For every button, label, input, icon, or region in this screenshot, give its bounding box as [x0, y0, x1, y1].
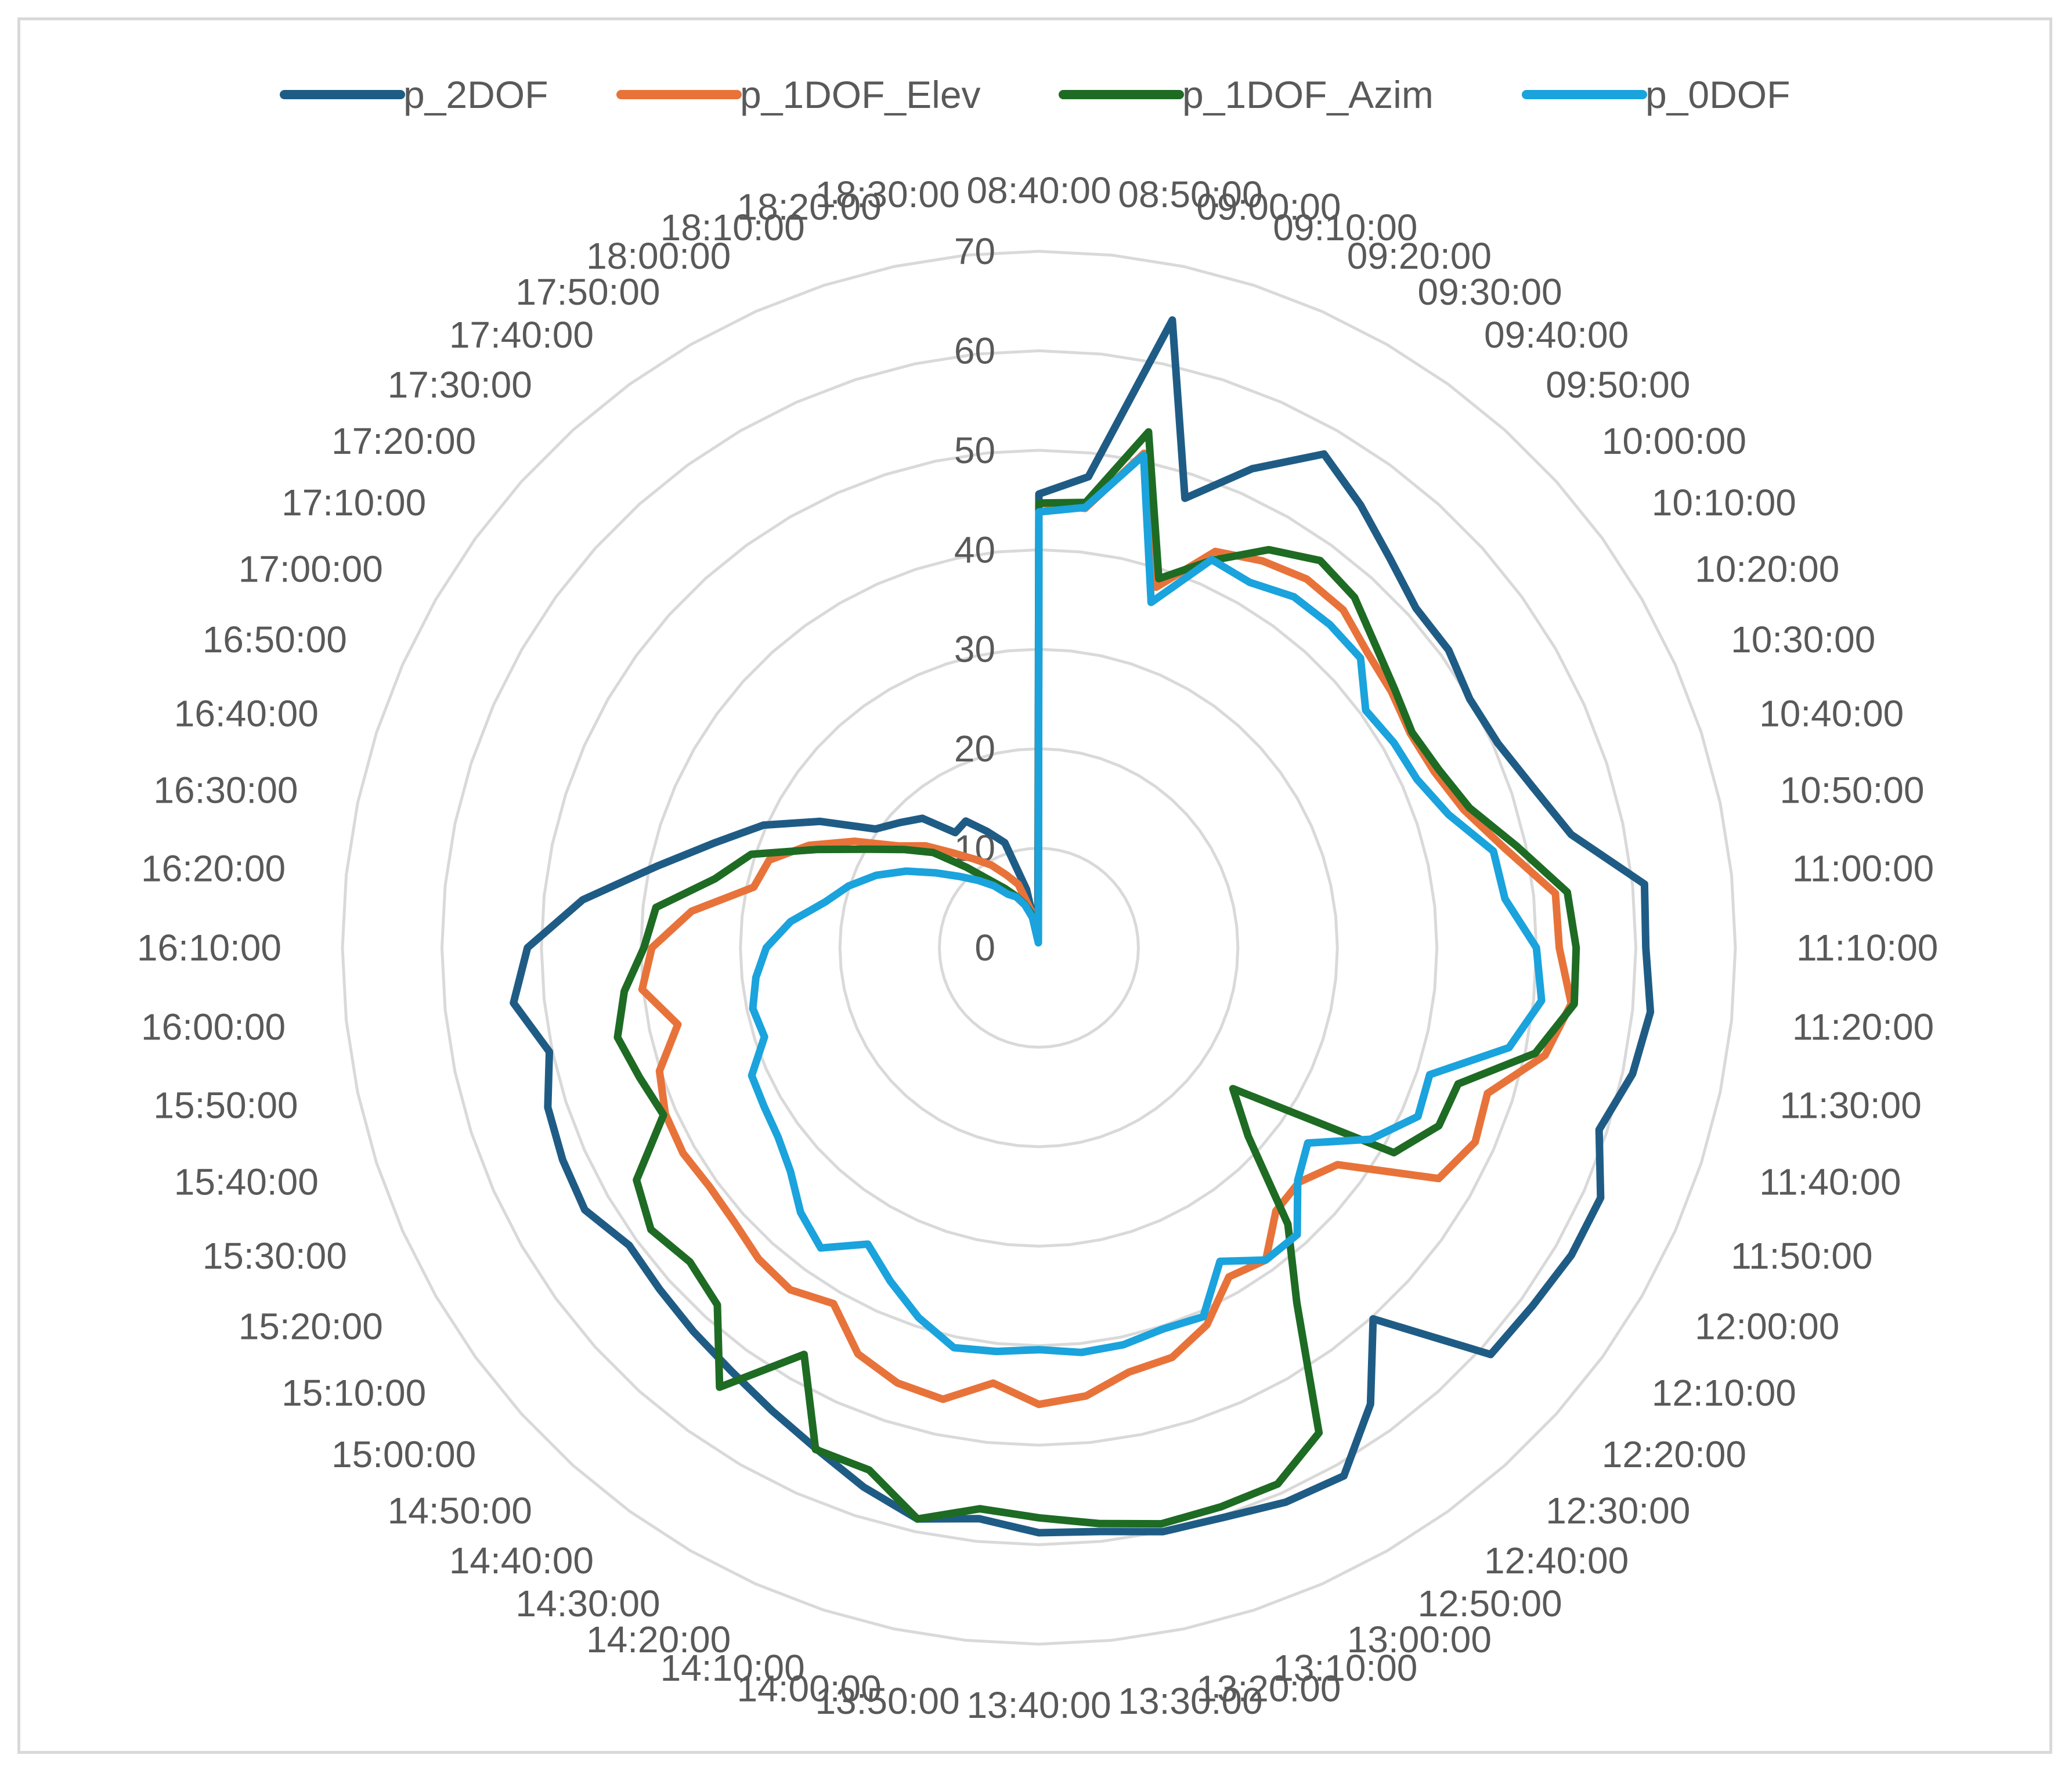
- radial-tick-label: 50: [954, 429, 995, 471]
- category-label: 09:50:00: [1546, 364, 1690, 406]
- category-label: 09:40:00: [1484, 314, 1629, 356]
- category-label: 10:50:00: [1779, 770, 1924, 811]
- category-label: 17:10:00: [281, 482, 426, 523]
- category-label: 12:30:00: [1546, 1490, 1690, 1532]
- category-label: 12:00:00: [1695, 1306, 1839, 1348]
- category-label: 09:10:00: [1273, 207, 1417, 248]
- category-label: 14:40:00: [449, 1540, 594, 1581]
- category-label: 17:20:00: [331, 420, 476, 462]
- legend-label: p_1DOF_Elev: [740, 73, 981, 116]
- category-label: 17:00:00: [239, 548, 383, 590]
- category-label: 11:50:00: [1731, 1235, 1872, 1277]
- category-label: 14:50:00: [388, 1490, 532, 1532]
- category-label: 09:00:00: [1196, 186, 1341, 228]
- category-label: 08:40:00: [966, 169, 1111, 211]
- category-label: 12:50:00: [1418, 1583, 1562, 1624]
- category-label: 18:00:00: [586, 235, 731, 277]
- category-label: 10:20:00: [1695, 548, 1839, 590]
- grid-ring: [739, 648, 1339, 1248]
- category-label: 13:30:00: [1118, 1680, 1262, 1722]
- category-label: 09:20:00: [1347, 235, 1492, 277]
- category-label: 14:10:00: [660, 1647, 805, 1689]
- category-label: 12:40:00: [1484, 1540, 1629, 1581]
- legend-label: p_1DOF_Azim: [1182, 73, 1434, 116]
- radial-grid: [341, 250, 1737, 1646]
- grid-ring: [938, 847, 1140, 1049]
- grid-ring: [639, 548, 1439, 1348]
- series-line-p_1DOF_Azim: [613, 428, 1580, 1528]
- category-label: 11:00:00: [1792, 848, 1934, 890]
- category-labels: 08:40:00 08:50:0009:00:0009:10:0009:20:00…: [137, 169, 1939, 1726]
- category-label: 10:00:00: [1602, 420, 1746, 462]
- category-label: 10:30:00: [1731, 619, 1875, 660]
- category-label: 14:30:00: [515, 1583, 660, 1624]
- category-label: 17:50:00: [515, 271, 660, 313]
- category-label: 13:10:00: [1273, 1647, 1417, 1689]
- category-label: 08:50:00: [1118, 174, 1262, 215]
- radial-tick-label: 70: [954, 230, 995, 272]
- category-label: 16:10:00: [137, 927, 281, 969]
- category-label: 10:10:00: [1652, 482, 1796, 523]
- category-label: 15:40:00: [174, 1161, 319, 1203]
- category-label: 15:50:00: [153, 1084, 298, 1126]
- category-label: 13:20:00: [1196, 1667, 1341, 1709]
- legend-label: p_0DOF: [1645, 73, 1790, 116]
- series-line-p_0DOF: [748, 452, 1546, 1356]
- category-label: 14:20:00: [586, 1619, 731, 1660]
- category-label: 16:50:00: [203, 619, 347, 660]
- category-label: 11:20:00: [1792, 1006, 1934, 1048]
- radial-tick-label: 20: [954, 728, 995, 770]
- category-label: 13:40:00: [966, 1684, 1111, 1726]
- category-label: 15:10:00: [281, 1372, 426, 1414]
- category-label: 12:20:00: [1602, 1433, 1746, 1475]
- category-label: 18:10:00: [660, 207, 805, 248]
- series-line-p_2DOF: [510, 316, 1655, 1537]
- category-label: 15:00:00: [331, 1433, 476, 1475]
- legend: p_2DOF p_1DOF_Elev p_1DOF_Azim p_0DOF: [280, 73, 1790, 116]
- category-label: 13:00:00: [1347, 1619, 1492, 1660]
- category-label: 15:20:00: [239, 1306, 383, 1348]
- radial-tick-label: 0: [974, 927, 995, 969]
- grid-ring: [440, 349, 1638, 1547]
- category-label: 18:20:00: [737, 186, 882, 228]
- series-lines: [510, 316, 1655, 1537]
- category-label: 17:30:00: [388, 364, 532, 406]
- category-label: 13:50:00: [815, 1680, 959, 1722]
- category-label: 18:30:00: [815, 174, 959, 215]
- radial-tick-label: 40: [954, 529, 995, 570]
- radial-tick-label: 30: [954, 629, 995, 670]
- category-label: 17:40:00: [449, 314, 594, 356]
- category-label: 09:30:00: [1418, 271, 1562, 313]
- category-label: 16:20:00: [141, 848, 286, 890]
- category-label: 11:30:00: [1779, 1084, 1921, 1126]
- radial-tick-label: 60: [954, 330, 995, 371]
- category-label: 14:00:00: [737, 1667, 882, 1709]
- legend-label: p_2DOF: [403, 73, 548, 116]
- grid-ring: [341, 250, 1737, 1646]
- category-label: 11:10:00: [1796, 927, 1938, 969]
- category-label: 16:30:00: [153, 770, 298, 811]
- category-label: 15:30:00: [203, 1235, 347, 1277]
- category-label: 16:00:00: [141, 1006, 286, 1048]
- category-label: 11:40:00: [1759, 1161, 1901, 1203]
- category-label: 16:40:00: [174, 693, 319, 735]
- category-label: 10:40:00: [1759, 693, 1904, 735]
- category-label: 12:10:00: [1652, 1372, 1796, 1414]
